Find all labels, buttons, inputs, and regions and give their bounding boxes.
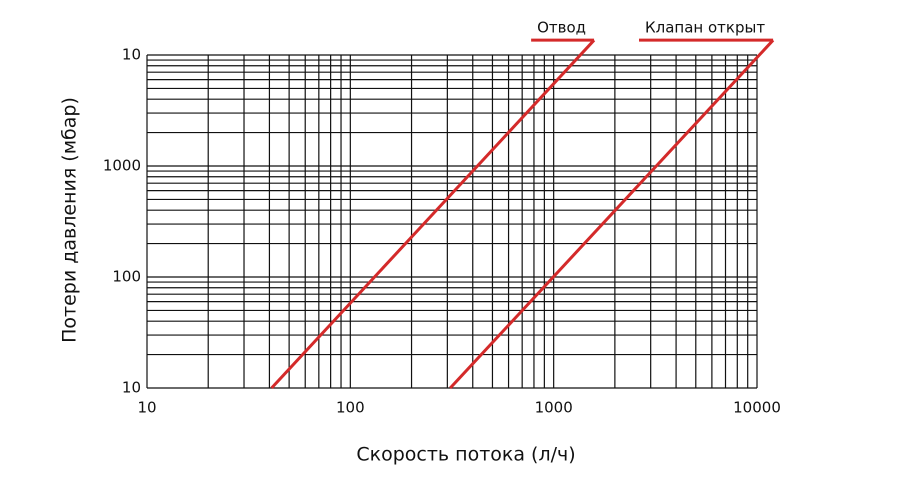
x-tick-label: 10: [137, 399, 156, 417]
series-label: Отвод: [537, 19, 586, 37]
y-tick-label: 10: [122, 46, 141, 64]
x-tick-label: 1000: [535, 399, 573, 417]
series-line: [449, 39, 775, 390]
y-tick-label: 1000: [103, 157, 141, 175]
x-tick-label: 10000: [733, 399, 781, 417]
series-line: [270, 39, 596, 390]
y-tick-label: 10: [122, 379, 141, 397]
y-axis-title: Потери давления (мбар): [59, 97, 81, 343]
x-tick-label: 100: [336, 399, 365, 417]
x-axis-title: Скорость потока (л/ч): [356, 444, 575, 466]
y-tick-label: 100: [112, 268, 141, 286]
series-label: Клапан открыт: [645, 19, 765, 37]
